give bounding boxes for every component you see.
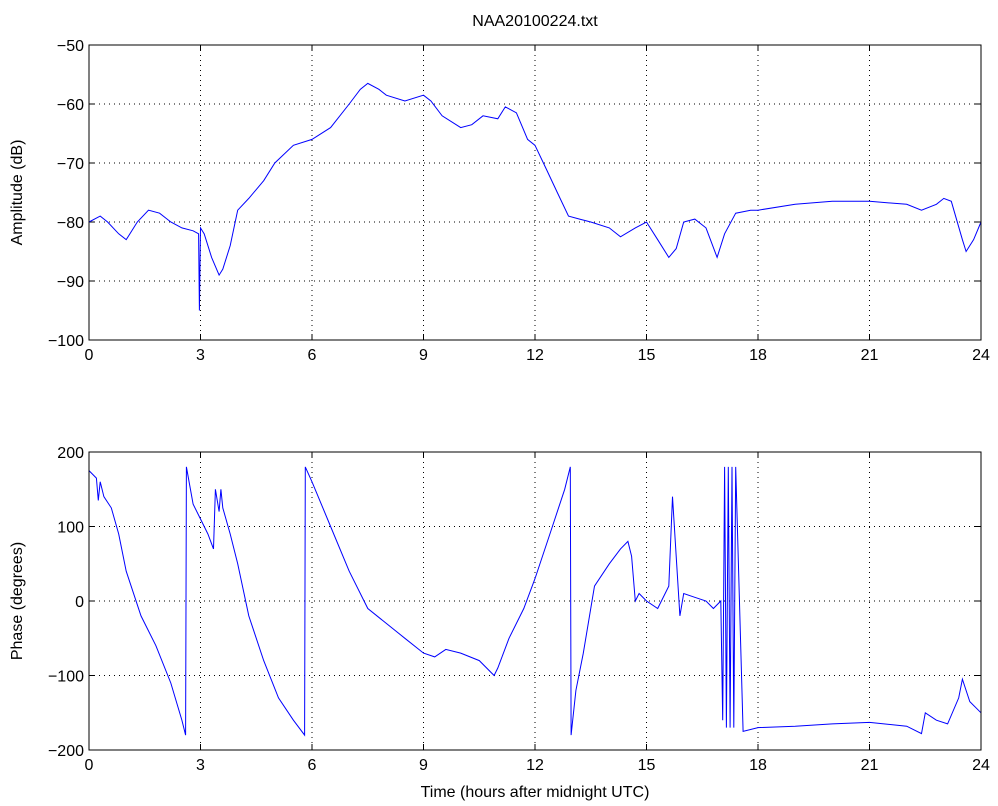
amplitude-xtick-label: 24 xyxy=(972,347,990,364)
phase-xtick-label: 6 xyxy=(308,757,317,774)
phase-axes-box xyxy=(88,451,982,751)
amplitude-ytick-label: −50 xyxy=(57,38,84,55)
amplitude-series-line xyxy=(88,82,982,311)
chart-title: NAA20100224.txt xyxy=(472,13,598,30)
phase-xtick-label: 18 xyxy=(749,757,767,774)
phase-xtick-label: 0 xyxy=(85,757,94,774)
amplitude-xtick-label: 6 xyxy=(308,347,317,364)
amplitude-ytick-label: −100 xyxy=(48,333,84,350)
amplitude-ytick-label: −90 xyxy=(57,274,84,291)
phase-ytick-label: 0 xyxy=(75,594,84,611)
amplitude-xtick-label: 0 xyxy=(85,347,94,364)
phase-xtick-label: 9 xyxy=(419,757,428,774)
amplitude-ytick-label: −70 xyxy=(57,156,84,173)
phase-xtick-label: 24 xyxy=(972,757,990,774)
phase-y-axis-label: Phase (degrees) xyxy=(9,542,26,660)
amplitude-ytick-label: −60 xyxy=(57,97,84,114)
phase-xtick-label: 15 xyxy=(638,757,656,774)
amplitude-axes-box xyxy=(88,44,982,341)
amplitude-xtick-label: 18 xyxy=(749,347,767,364)
x-axis-label: Time (hours after midnight UTC) xyxy=(421,784,650,801)
phase-xtick-label: 12 xyxy=(526,757,544,774)
phase-panel: 0 3 6 9 12 15 18 21 24 −200 −100 0 100 200 Phase (degr… xyxy=(9,445,990,774)
amplitude-xtick-label: 12 xyxy=(526,347,544,364)
amplitude-y-axis-label: Amplitude (dB) xyxy=(9,140,26,246)
amplitude-xtick-label: 21 xyxy=(861,347,879,364)
amplitude-panel: 0 3 6 9 12 15 18 21 24 −100 −90 −80 −70 −60 −50 Amplitu… xyxy=(9,38,990,364)
phase-ytick-label: 200 xyxy=(57,445,84,462)
phase-xtick-label: 3 xyxy=(196,757,205,774)
amplitude-ytick-label: −80 xyxy=(57,215,84,232)
phase-ytick-label: 100 xyxy=(57,520,84,537)
phase-ytick-label: −200 xyxy=(48,743,84,760)
amplitude-xtick-label: 15 xyxy=(638,347,656,364)
phase-ytick-label: −100 xyxy=(48,669,84,686)
phase-series-line xyxy=(88,466,982,737)
amplitude-xtick-label: 3 xyxy=(196,347,205,364)
amplitude-xtick-label: 9 xyxy=(419,347,428,364)
phase-xtick-label: 21 xyxy=(861,757,879,774)
